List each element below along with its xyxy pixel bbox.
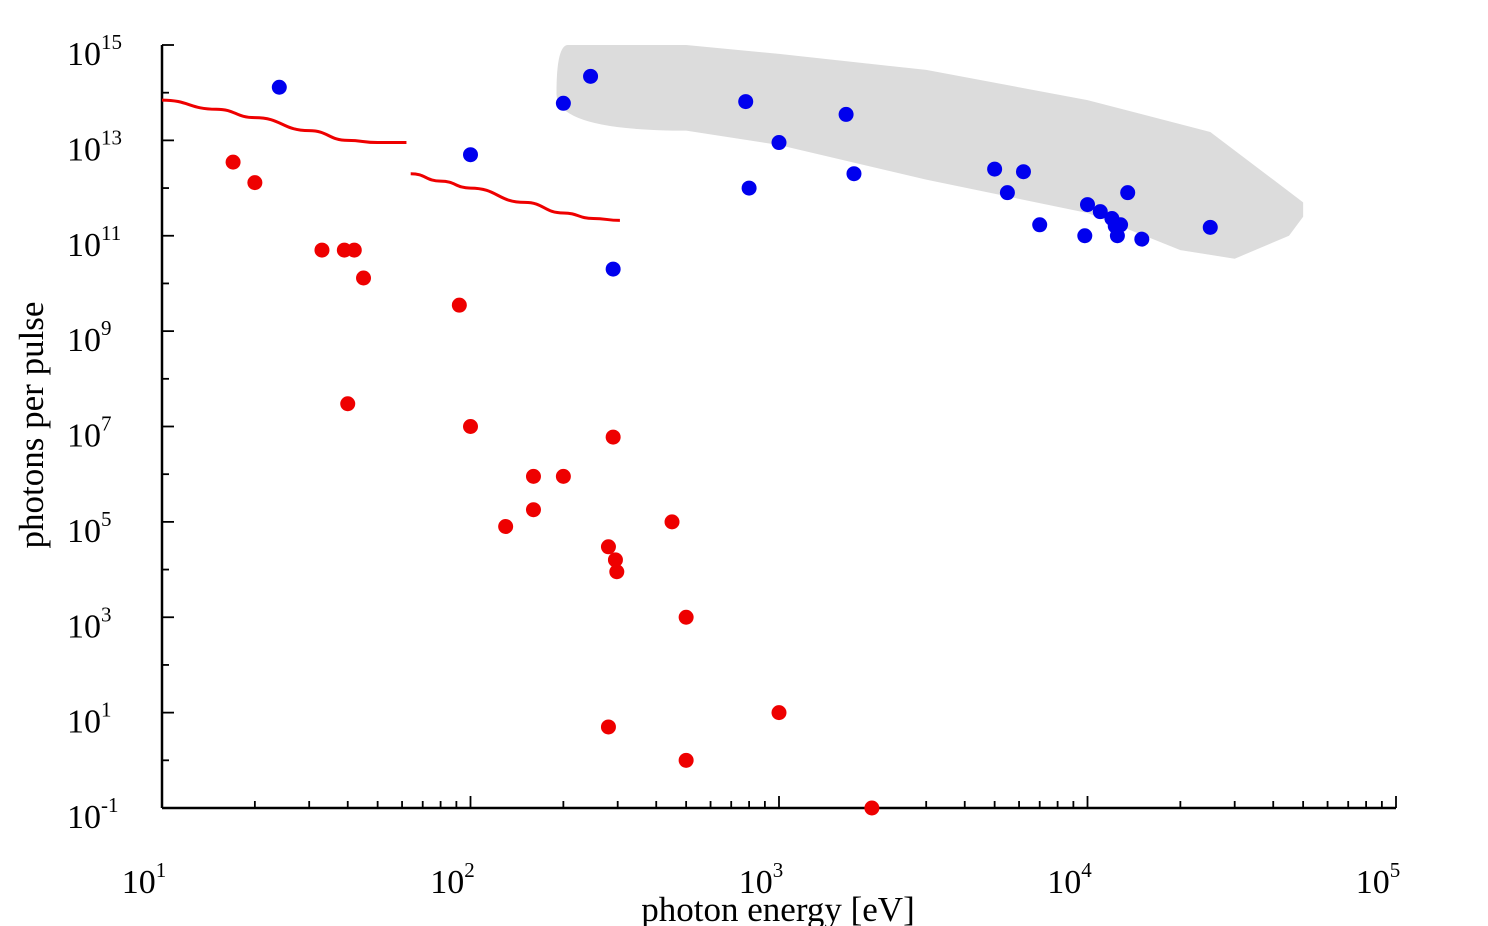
blue-point: [987, 161, 1003, 177]
y-tick-label-base: 10: [67, 799, 101, 836]
x-tick-label-base: 10: [1356, 864, 1390, 901]
red-curve-segment-1: [161, 98, 407, 145]
y-tick-label: 10-1: [67, 793, 119, 836]
axes: [160, 44, 1397, 810]
red-point: [664, 514, 680, 530]
blue-point: [838, 106, 854, 122]
red-point: [247, 175, 263, 191]
red-point: [225, 154, 241, 170]
x-tick-label-exponent: 4: [1081, 858, 1092, 882]
y-tick-label-exponent: 5: [101, 507, 112, 531]
y-tick-label-exponent: -1: [101, 793, 119, 817]
red-point: [864, 800, 880, 816]
blue-point: [605, 261, 621, 277]
curves-layer: [161, 98, 620, 222]
y-tick-label: 103: [67, 602, 112, 645]
points-layer: [225, 68, 1218, 816]
shaded-region-layer: [556, 45, 1304, 259]
red-point: [771, 705, 787, 721]
y-tick-label: 105: [67, 507, 112, 550]
red-point: [525, 502, 541, 518]
red-point: [600, 719, 616, 735]
y-tick-label: 109: [67, 316, 112, 359]
y-tick-label-base: 10: [67, 322, 101, 359]
x-tick-label-base: 10: [430, 864, 464, 901]
y-tick-label: 1013: [67, 125, 122, 168]
x-axis-title: photon energy [eV]: [641, 890, 914, 926]
red-point: [356, 270, 372, 286]
x-tick-label-base: 10: [739, 864, 773, 901]
x-tick-label-base: 10: [1047, 864, 1081, 901]
blue-point: [1032, 217, 1048, 233]
blue-point: [999, 185, 1015, 201]
y-tick-label: 101: [67, 698, 112, 741]
y-tick-label-exponent: 15: [101, 30, 122, 54]
x-tick-label: 104: [1047, 858, 1092, 901]
red-point: [607, 552, 623, 568]
blue-point: [771, 135, 787, 151]
x-tick-label-exponent: 1: [156, 858, 167, 882]
y-tick-label: 107: [67, 412, 112, 455]
red-point: [609, 564, 625, 580]
y-axis-ticks: [162, 44, 174, 809]
x-tick-label: 102: [430, 858, 475, 901]
x-axis-ticks: [161, 796, 1397, 808]
blue-point: [738, 94, 754, 110]
shaded-region: [556, 45, 1304, 259]
red-point: [678, 752, 694, 768]
blue-point: [1080, 197, 1095, 213]
x-tick-labels: 101 102 103 104 105: [122, 858, 1401, 901]
red-point: [605, 429, 621, 445]
blue-point: [583, 68, 599, 84]
red-point: [678, 609, 694, 625]
red-point: [451, 297, 467, 313]
red-point: [600, 539, 616, 555]
y-tick-label-base: 10: [67, 227, 101, 264]
y-tick-label-exponent: 1: [101, 698, 112, 722]
y-tick-label: 1015: [67, 30, 122, 73]
y-tick-label-exponent: 11: [101, 221, 121, 245]
red-point: [525, 468, 541, 484]
blue-point: [463, 147, 478, 163]
x-tick-label-base: 10: [122, 864, 156, 901]
blue-point: [1092, 204, 1108, 220]
y-tick-label-exponent: 3: [101, 602, 112, 626]
blue-point: [271, 79, 287, 95]
blue-point: [741, 180, 757, 196]
blue-point: [846, 166, 862, 182]
blue-point: [1015, 164, 1031, 180]
y-tick-label-base: 10: [67, 131, 101, 168]
y-tick-label-base: 10: [67, 418, 101, 455]
y-axis-title: photons per pulse: [12, 302, 51, 549]
y-tick-label-exponent: 13: [101, 125, 122, 149]
x-tick-label-exponent: 2: [464, 858, 475, 882]
x-tick-label: 103: [739, 858, 784, 901]
y-tick-label-base: 10: [67, 36, 101, 73]
x-tick-label: 101: [122, 858, 167, 901]
y-tick-label-base: 10: [67, 704, 101, 741]
blue-point: [1120, 185, 1136, 201]
y-tick-label-base: 10: [67, 513, 101, 550]
blue-point: [1134, 231, 1150, 247]
red-point: [340, 396, 356, 412]
red-point: [314, 242, 330, 258]
x-tick-label: 105: [1356, 858, 1401, 901]
red-point: [346, 242, 362, 258]
blue-point: [555, 95, 571, 111]
y-tick-label-base: 10: [67, 608, 101, 645]
red-curve-segment-2: [410, 172, 620, 222]
red-point: [555, 468, 571, 484]
x-tick-label-exponent: 3: [773, 858, 784, 882]
blue-point: [1202, 219, 1218, 235]
red-point: [498, 518, 514, 534]
x-tick-label-exponent: 5: [1390, 858, 1401, 882]
y-tick-label-exponent: 7: [101, 412, 112, 436]
blue-point: [1077, 228, 1093, 244]
y-tick-label-exponent: 9: [101, 316, 112, 340]
y-tick-label: 1011: [67, 221, 121, 264]
blue-point: [1113, 217, 1129, 233]
red-point: [463, 419, 478, 434]
